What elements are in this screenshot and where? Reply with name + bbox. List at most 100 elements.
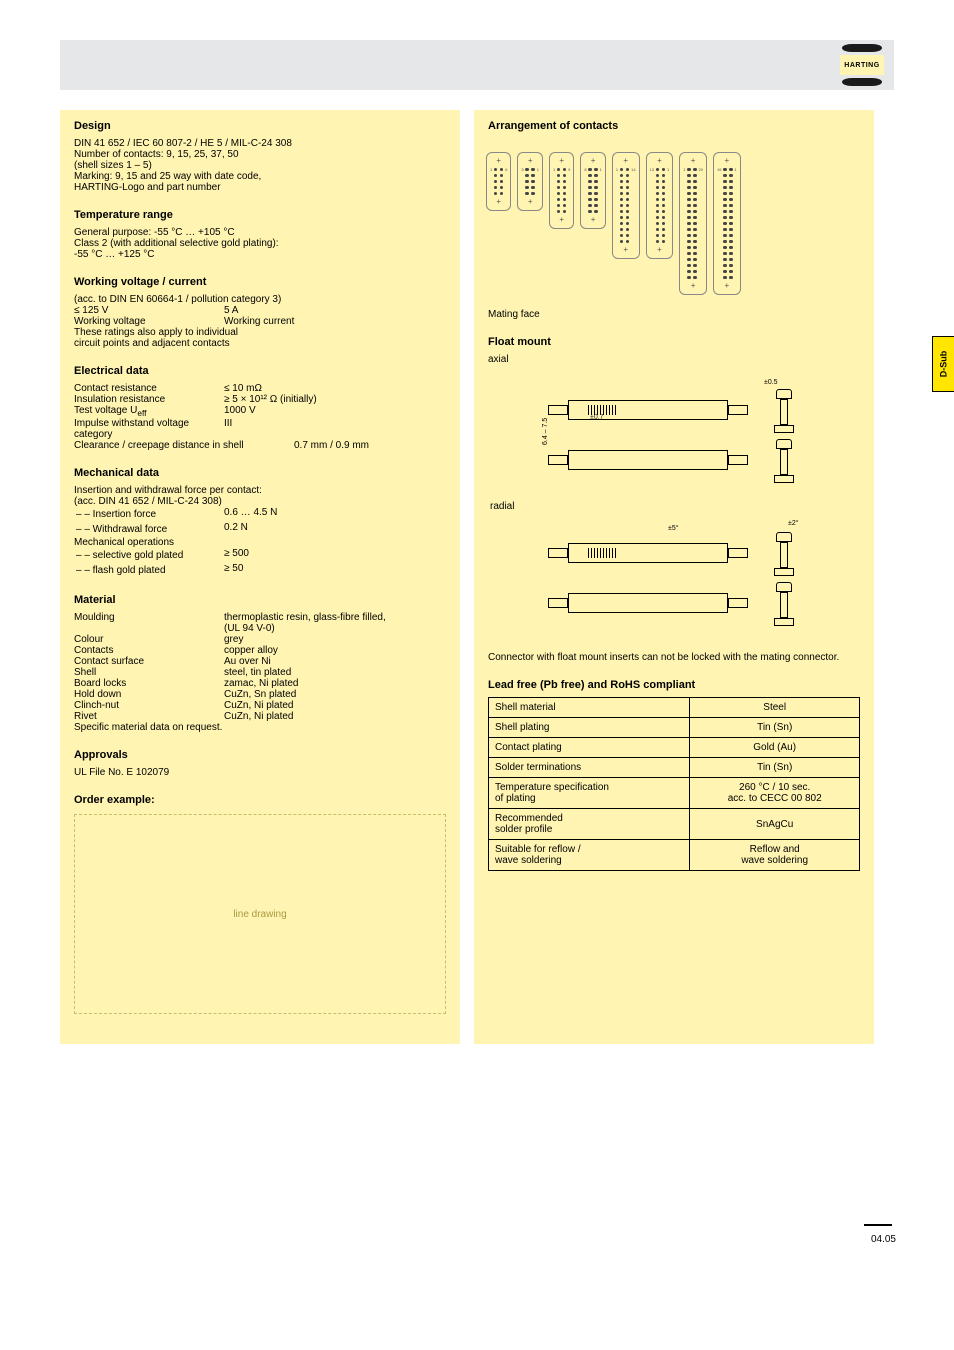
arrangement-title: Arrangement of contacts bbox=[488, 120, 860, 132]
rohs-key: Temperature specificationof plating bbox=[489, 778, 690, 809]
right-column: Arrangement of contacts +16++51++19++81+… bbox=[474, 110, 874, 1044]
float-radial-side-bottom bbox=[768, 578, 800, 628]
rohs-key: Recommendedsolder profile bbox=[489, 809, 690, 840]
float-mount-block: Float mount axial bbox=[474, 326, 874, 375]
electrical-val: 0.7 mm / 0.9 mm bbox=[294, 440, 446, 451]
rohs-key: Solder terminations bbox=[489, 758, 690, 778]
material-value bbox=[224, 722, 446, 733]
float-radial-bottom-outline bbox=[548, 583, 748, 623]
mechanical-val: 0.2 N bbox=[224, 522, 446, 537]
mating-face-label: Mating face bbox=[488, 309, 860, 320]
mounting-hole-icon: + bbox=[657, 157, 662, 165]
mechanical-row: – Withdrawal force 0.2 N bbox=[74, 522, 446, 537]
mechanical-val: 0.6 … 4.5 N bbox=[224, 507, 446, 522]
float-axial-side-top: ±0.5 bbox=[768, 385, 800, 435]
electrical-val: ≤ 10 mΩ bbox=[224, 383, 446, 394]
mechanical-row: – flash gold plated ≥ 50 bbox=[74, 563, 446, 578]
contact-grid: 19 bbox=[553, 167, 570, 214]
mechanical-key: – Withdrawal force bbox=[74, 524, 224, 535]
electrical-row: Insulation resistance ≥ 5 × 10¹² Ω (init… bbox=[74, 394, 446, 405]
design-line: (shell sizes 1 – 5) bbox=[74, 160, 446, 171]
page-number: 04.05 bbox=[871, 1234, 896, 1245]
material-key: Moulding bbox=[74, 612, 224, 623]
working-row: ≤ 125 V 5 A bbox=[74, 305, 446, 316]
float-axial-bottom-outline bbox=[548, 440, 748, 480]
mechanical-key: – flash gold plated bbox=[74, 565, 224, 576]
mounting-hole-icon: + bbox=[496, 157, 501, 165]
float-radial-side-top: ±2° bbox=[768, 528, 800, 578]
electrical-row: Impulse withstand voltage category III bbox=[74, 418, 446, 440]
float-axial-side-bottom bbox=[768, 435, 800, 485]
electrical-val: ≥ 5 × 10¹² Ω (initially) bbox=[224, 394, 446, 405]
approvals-title: Approvals bbox=[74, 749, 446, 761]
rohs-row: Recommendedsolder profileSnAgCu bbox=[489, 809, 860, 840]
connector-shell: +19+ bbox=[549, 152, 574, 229]
mechanical-row: – Insertion force 0.6 … 4.5 N bbox=[74, 507, 446, 522]
material-row: Shellsteel, tin plated bbox=[74, 667, 446, 678]
header-band bbox=[60, 40, 894, 90]
material-row: RivetCuZn, Ni plated bbox=[74, 711, 446, 722]
material-value: CuZn, Ni plated bbox=[224, 700, 446, 711]
electrical-key: Clearance / creepage distance in shell bbox=[74, 440, 294, 451]
mounting-hole-icon: + bbox=[623, 246, 628, 254]
electrical-val: III bbox=[224, 418, 446, 440]
material-value: thermoplastic resin, glass-fibre filled, bbox=[224, 612, 446, 623]
mechanical-block: Mechanical data Insertion and withdrawal… bbox=[60, 457, 460, 584]
material-key: Rivet bbox=[74, 711, 224, 722]
rohs-table: Shell materialSteelShell platingTin (Sn)… bbox=[488, 697, 860, 871]
material-value: CuZn, Sn plated bbox=[224, 689, 446, 700]
material-value: CuZn, Ni plated bbox=[224, 711, 446, 722]
working-current-label: Working current bbox=[224, 316, 446, 327]
rohs-row: Contact platingGold (Au) bbox=[489, 738, 860, 758]
rohs-row: Suitable for reflow /wave solderingReflo… bbox=[489, 840, 860, 871]
contact-grid: 131 bbox=[650, 167, 670, 244]
material-row: Clinch-nutCuZn, Ni plated bbox=[74, 700, 446, 711]
design-block: Design DIN 41 652 / IEC 60 807-2 / HE 5 … bbox=[60, 110, 460, 199]
rohs-row: Shell materialSteel bbox=[489, 698, 860, 718]
material-row: (UL 94 V-0) bbox=[74, 623, 446, 634]
float-angle-a: ±5° bbox=[668, 525, 679, 532]
rohs-row: Temperature specificationof plating260 °… bbox=[489, 778, 860, 809]
temperature-line: General purpose: -55 °C … +105 °C bbox=[74, 227, 446, 238]
float-radial-label: radial bbox=[486, 501, 514, 512]
mounting-hole-icon: + bbox=[591, 157, 596, 165]
material-value: (UL 94 V-0) bbox=[224, 623, 446, 634]
working-title: Working voltage / current bbox=[74, 276, 446, 288]
temperature-title: Temperature range bbox=[74, 209, 446, 221]
mounting-hole-icon: + bbox=[559, 157, 564, 165]
mechanical-title: Mechanical data bbox=[74, 467, 446, 479]
rohs-value: 260 °C / 10 sec.acc. to CECC 00 802 bbox=[690, 778, 860, 809]
working-voltage-value: ≤ 125 V bbox=[74, 305, 224, 316]
design-line: Number of contacts: 9, 15, 25, 37, 50 bbox=[74, 149, 446, 160]
mechanical-val: ≥ 50 bbox=[224, 563, 446, 578]
rohs-key: Suitable for reflow /wave soldering bbox=[489, 840, 690, 871]
material-key: Clinch-nut bbox=[74, 700, 224, 711]
material-row: Colourgrey bbox=[74, 634, 446, 645]
mounting-hole-icon: + bbox=[657, 246, 662, 254]
mounting-hole-icon: + bbox=[623, 157, 628, 165]
working-note3: circuit points and adjacent contacts bbox=[74, 338, 446, 349]
electrical-key: Insulation resistance bbox=[74, 394, 224, 405]
rohs-value: Reflow andwave soldering bbox=[690, 840, 860, 871]
working-row: Working voltage Working current bbox=[74, 316, 446, 327]
approvals-block: Approvals UL File No. E 102079 bbox=[60, 739, 460, 784]
contact-grid: 114 bbox=[616, 167, 636, 244]
connector-shell: +131 + bbox=[646, 152, 674, 259]
float-mount-title: Float mount bbox=[488, 336, 860, 348]
rohs-row: Solder terminationsTin (Sn) bbox=[489, 758, 860, 778]
working-block: Working voltage / current (acc. to DIN E… bbox=[60, 266, 460, 355]
electrical-row: Clearance / creepage distance in shell 0… bbox=[74, 440, 446, 451]
working-note2: These ratings also apply to individual bbox=[74, 327, 446, 338]
material-value: zamac, Ni plated bbox=[224, 678, 446, 689]
electrical-title: Electrical data bbox=[74, 365, 446, 377]
mechanical-line: (acc. DIN 41 652 / MIL-C-24 308) bbox=[74, 496, 446, 507]
rohs-key: Shell plating bbox=[489, 718, 690, 738]
page-number-bar bbox=[864, 1224, 892, 1226]
material-title: Material bbox=[74, 594, 446, 606]
rohs-key: Shell material bbox=[489, 698, 690, 718]
connector-shell: +120+ bbox=[679, 152, 707, 295]
float-angle-b: ±2° bbox=[788, 520, 799, 527]
design-line: HARTING-Logo and part number bbox=[74, 182, 446, 193]
material-value: steel, tin plated bbox=[224, 667, 446, 678]
brand-logo-text: HARTING bbox=[840, 55, 884, 75]
